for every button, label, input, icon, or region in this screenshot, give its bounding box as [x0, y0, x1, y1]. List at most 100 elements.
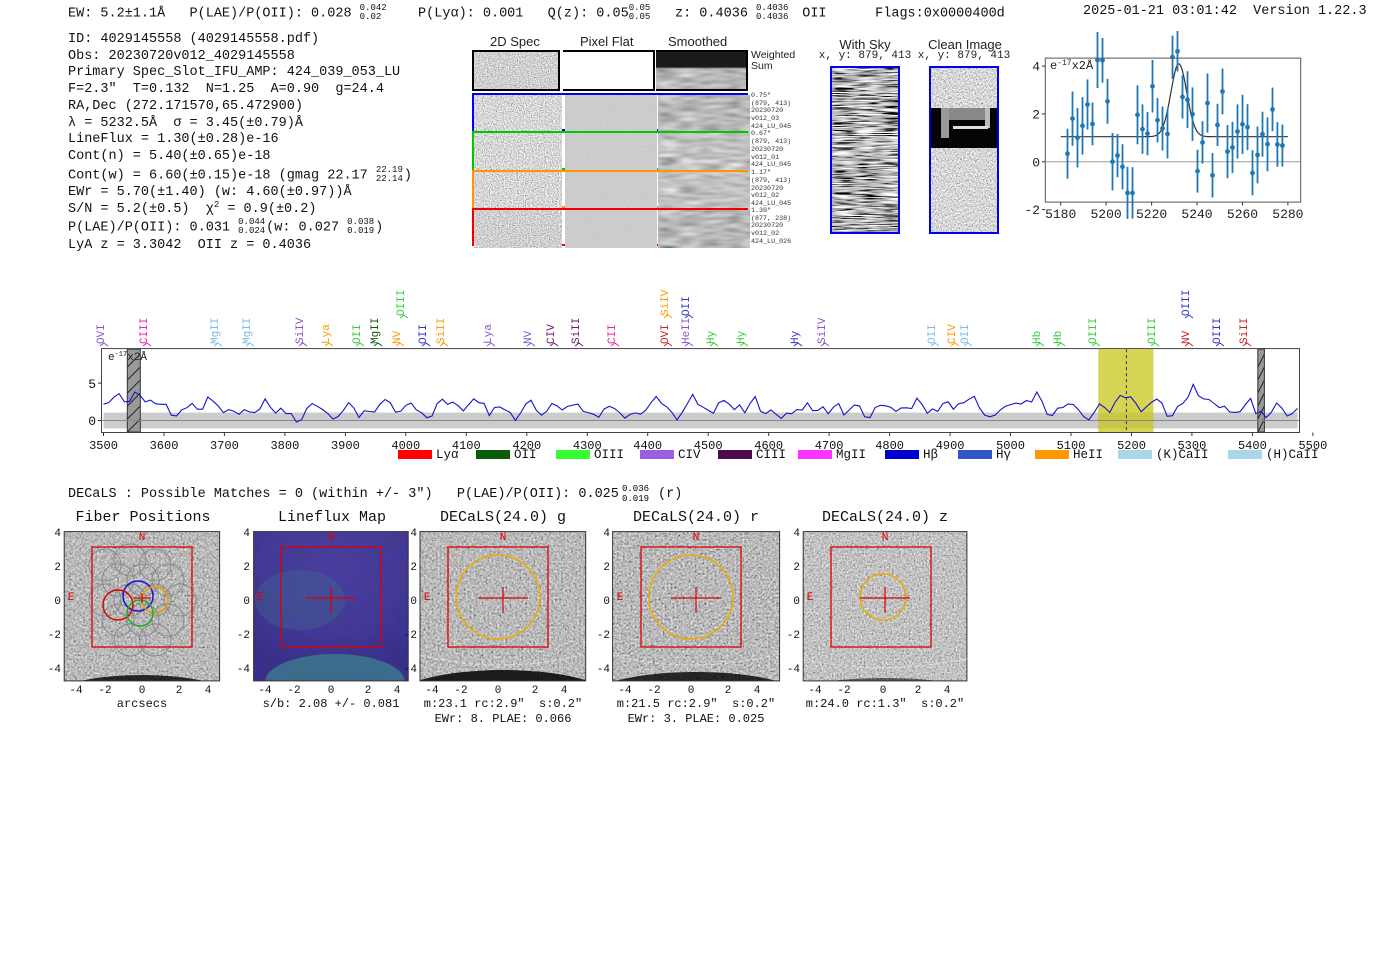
svg-text:-2: -2: [98, 685, 111, 697]
svg-text:m:21.5 rc:2.9" s:0.2": m:21.5 rc:2.9" s:0.2": [617, 697, 775, 711]
svg-text:4: 4: [793, 528, 800, 540]
svg-text:E: E: [617, 592, 624, 604]
svg-text:N: N: [500, 532, 507, 544]
svg-text:DECaLS : Possible Matches = 0: DECaLS : Possible Matches = 0 (within +/…: [68, 487, 619, 502]
svg-text:DECaLS(24.0) r: DECaLS(24.0) r: [633, 509, 759, 526]
svg-text:CII: CII: [607, 324, 619, 344]
svg-text:E: E: [807, 592, 814, 604]
svg-text:0: 0: [410, 596, 417, 608]
svg-text:HeII: HeII: [1073, 448, 1103, 462]
svg-text:OII: OII: [514, 448, 537, 462]
svg-text:2: 2: [915, 685, 922, 697]
svg-text:E: E: [424, 592, 431, 604]
svg-text:0: 0: [88, 414, 96, 429]
svg-text:E: E: [257, 592, 264, 604]
svg-text:HeII: HeII: [681, 318, 693, 344]
svg-text:-4: -4: [69, 685, 83, 697]
svg-text:OII: OII: [681, 296, 693, 316]
svg-text:-2: -2: [787, 630, 800, 642]
svg-text:(r): (r): [658, 487, 682, 502]
svg-text:2: 2: [176, 685, 183, 697]
svg-text:3900: 3900: [331, 439, 360, 453]
svg-text:EWr: 8. PLAE: 0.066: EWr: 8. PLAE: 0.066: [435, 712, 572, 726]
svg-text:CIV: CIV: [678, 448, 701, 462]
svg-text:Hb: Hb: [1032, 331, 1044, 344]
svg-text:4: 4: [205, 685, 212, 697]
svg-text:SiIV: SiIV: [817, 317, 829, 344]
svg-text:-2: -2: [237, 630, 250, 642]
svg-text:N: N: [328, 532, 335, 544]
svg-text:4: 4: [54, 528, 61, 540]
svg-text:2: 2: [243, 562, 250, 574]
svg-text:0: 0: [328, 685, 335, 697]
svg-text:OIII: OIII: [1181, 290, 1193, 316]
svg-text:OII: OII: [418, 324, 430, 344]
svg-text:NV: NV: [392, 330, 404, 344]
svg-text:4: 4: [603, 528, 610, 540]
svg-text:4: 4: [754, 685, 761, 697]
svg-text:2: 2: [54, 562, 61, 574]
svg-text:CIV: CIV: [546, 324, 558, 344]
svg-text:OIII: OIII: [594, 448, 624, 462]
svg-text:SiII: SiII: [1239, 318, 1251, 344]
svg-text:NV: NV: [523, 330, 535, 344]
svg-text:m:24.0 rc:1.3" s:0.2": m:24.0 rc:1.3" s:0.2": [806, 697, 964, 711]
svg-text:-2: -2: [647, 685, 660, 697]
svg-text:4: 4: [561, 685, 568, 697]
svg-text:m:23.1 rc:2.9" s:0.2": m:23.1 rc:2.9" s:0.2": [424, 697, 582, 711]
svg-text:-4: -4: [787, 664, 801, 676]
svg-text:OIII: OIII: [396, 290, 408, 316]
svg-text:0: 0: [688, 685, 695, 697]
svg-text:DECaLS(24.0) g: DECaLS(24.0) g: [440, 509, 566, 526]
svg-text:s/b: 2.08 +/- 0.081: s/b: 2.08 +/- 0.081: [263, 697, 400, 711]
svg-text:0.019: 0.019: [622, 494, 649, 504]
svg-text:(H)CaII: (H)CaII: [1266, 448, 1319, 462]
svg-text:-2: -2: [454, 685, 467, 697]
svg-text:0: 0: [793, 596, 800, 608]
svg-text:N: N: [693, 532, 700, 544]
svg-text:2: 2: [725, 685, 732, 697]
svg-text:4: 4: [410, 528, 417, 540]
svg-text:EWr: 3. PLAE: 0.025: EWr: 3. PLAE: 0.025: [628, 712, 765, 726]
svg-text:5: 5: [88, 377, 96, 392]
svg-text:(K)CaII: (K)CaII: [1156, 448, 1209, 462]
svg-text:Hb: Hb: [1053, 331, 1065, 344]
svg-text:MgII: MgII: [836, 448, 866, 462]
svg-text:CIV: CIV: [947, 324, 959, 344]
svg-text:2: 2: [365, 685, 372, 697]
svg-text:MgII: MgII: [370, 318, 382, 344]
svg-text:Lya: Lya: [321, 324, 333, 344]
svg-text:SiIV: SiIV: [660, 289, 672, 316]
svg-text:0: 0: [243, 596, 250, 608]
svg-text:2: 2: [410, 562, 417, 574]
svg-text:OIII: OIII: [1088, 318, 1100, 344]
svg-text:-4: -4: [237, 664, 251, 676]
svg-text:3800: 3800: [270, 439, 299, 453]
svg-text:E: E: [68, 592, 75, 604]
svg-text:-2: -2: [287, 685, 300, 697]
svg-text:-4: -4: [618, 685, 632, 697]
svg-text:OIII: OIII: [1212, 318, 1224, 344]
svg-text:-2: -2: [404, 630, 417, 642]
svg-text:4: 4: [243, 528, 250, 540]
svg-text:Lineflux Map: Lineflux Map: [278, 509, 386, 526]
svg-text:-4: -4: [404, 664, 418, 676]
svg-text:SiII: SiII: [571, 318, 583, 344]
svg-text:0.036: 0.036: [622, 484, 649, 494]
svg-text:OII: OII: [960, 324, 972, 344]
svg-text:NV: NV: [1181, 330, 1193, 344]
svg-text:N: N: [139, 532, 146, 544]
svg-text:e-17x2Å: e-17x2Å: [108, 351, 147, 364]
svg-text:3500: 3500: [89, 439, 118, 453]
svg-text:0: 0: [603, 596, 610, 608]
svg-text:-4: -4: [425, 685, 439, 697]
svg-text:0: 0: [495, 685, 502, 697]
svg-text:CIII: CIII: [139, 318, 151, 344]
svg-text:Lyα: Lyα: [436, 448, 459, 462]
svg-text:0: 0: [54, 596, 61, 608]
svg-text:0: 0: [880, 685, 887, 697]
svg-text:OVI: OVI: [660, 324, 672, 344]
svg-text:3600: 3600: [150, 439, 179, 453]
svg-text:OII: OII: [352, 324, 364, 344]
svg-text:Hy: Hy: [706, 330, 718, 344]
